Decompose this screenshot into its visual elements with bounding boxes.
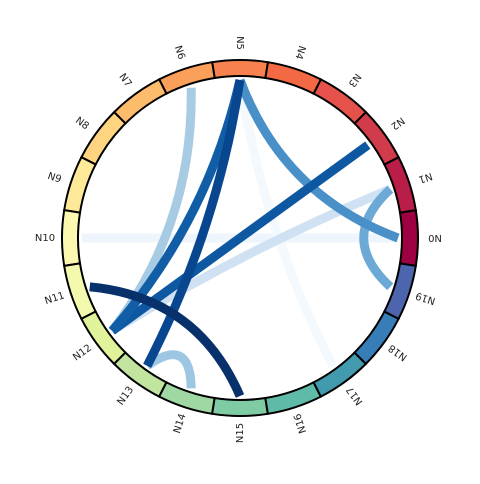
node-label: N1	[417, 170, 434, 185]
chord	[143, 79, 245, 368]
node-arc	[353, 110, 400, 166]
node-label: N14	[172, 412, 189, 435]
node-label: N0	[428, 232, 442, 243]
node-arc	[80, 110, 127, 166]
node-arc	[264, 61, 323, 96]
chord	[359, 185, 394, 291]
node-arc	[211, 396, 269, 418]
node-label: N4	[292, 44, 307, 61]
node-label: N12	[71, 343, 94, 364]
chord	[144, 350, 196, 389]
chord	[235, 79, 337, 368]
node-arc	[264, 380, 323, 415]
node-arc	[382, 155, 417, 214]
node-label: N15	[235, 423, 246, 443]
node-label: N18	[387, 342, 410, 363]
node-label: N17	[345, 384, 366, 407]
node-label: N9	[46, 171, 63, 186]
node-arc	[112, 78, 168, 125]
node-arc	[382, 262, 417, 321]
node-label: N13	[115, 385, 136, 408]
node-arc	[61, 209, 82, 267]
node-label: N7	[116, 72, 133, 90]
node-label: N11	[43, 290, 66, 307]
chord	[89, 282, 245, 398]
node-arc	[312, 78, 368, 125]
chord	[235, 78, 400, 243]
node-label: N3	[346, 71, 363, 89]
node-arc	[353, 310, 400, 366]
node-label: N10	[35, 233, 55, 244]
node-label: N19	[414, 289, 437, 306]
node-arc	[211, 59, 269, 80]
node-label: N16	[292, 412, 309, 435]
chord	[109, 141, 371, 335]
node-label: N8	[73, 115, 91, 132]
node-label: N5	[234, 36, 245, 50]
node-arc	[63, 155, 98, 214]
node-arc	[312, 351, 368, 398]
node-arc	[398, 209, 420, 267]
node-label: N2	[389, 114, 407, 131]
node-label: N6	[172, 44, 187, 61]
